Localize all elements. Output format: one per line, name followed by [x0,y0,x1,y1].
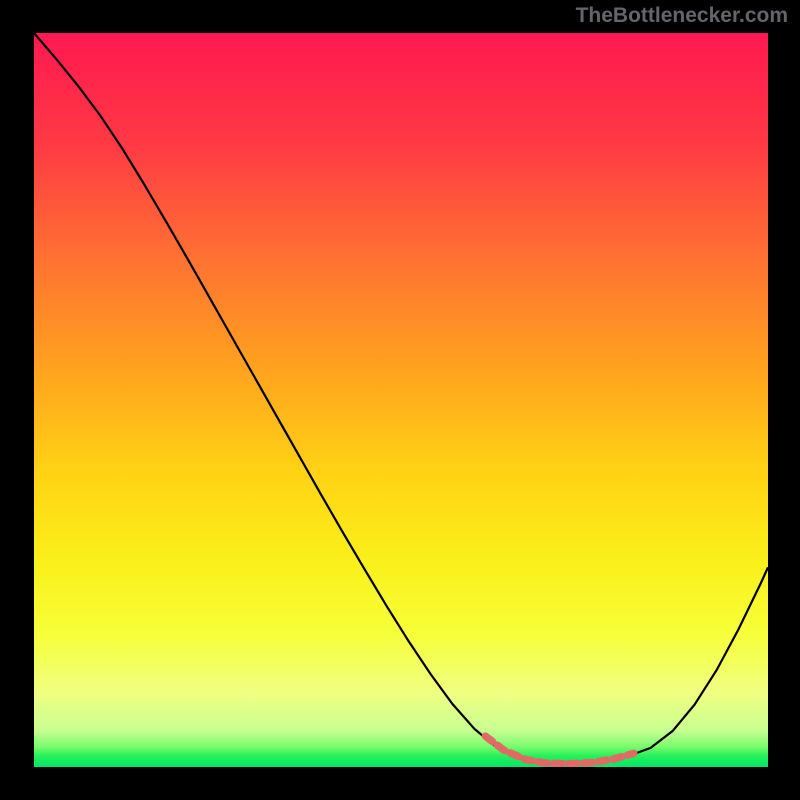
chart-plot-area [34,33,768,767]
chart-background [34,33,768,767]
chart-svg [34,33,768,767]
watermark-text: TheBottlenecker.com [576,4,788,28]
